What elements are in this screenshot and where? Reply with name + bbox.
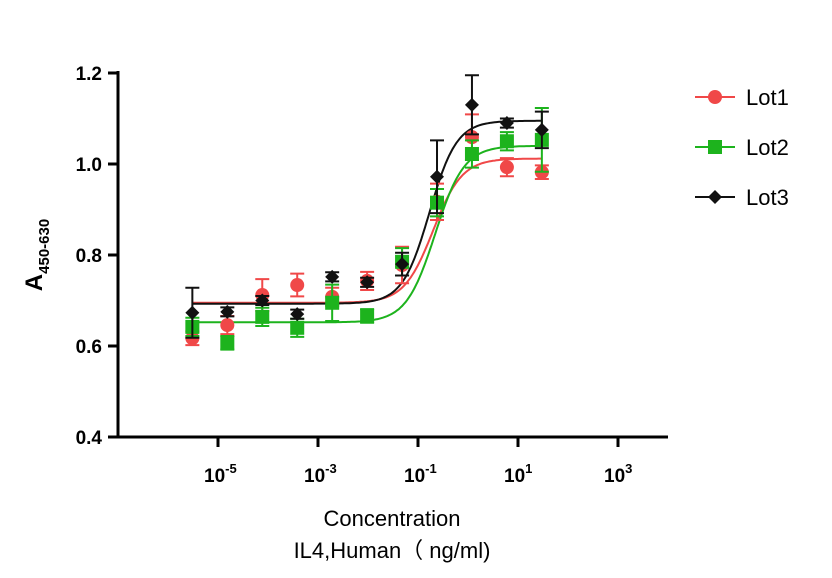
data-point	[255, 309, 270, 324]
y-tick-label: 0.4	[76, 428, 103, 449]
axes: 0.4 0.6 0.8 1.0 1.2 10-5 10-3 10-1 101 103	[76, 64, 668, 487]
x-tick-exponent: 1	[525, 461, 532, 476]
series-lot3	[185, 74, 549, 339]
y-tick-label: 1.2	[76, 64, 102, 85]
fit-curve-lot2	[192, 144, 542, 324]
y-axis-label-sub: 450-630	[36, 219, 53, 274]
data-point	[220, 318, 235, 333]
x-tick-label: 10-5	[204, 461, 237, 487]
y-tick-label: 0.8	[76, 246, 102, 267]
series-lot2	[185, 107, 549, 351]
legend-marker-diamond	[708, 190, 722, 204]
data-point	[430, 169, 445, 184]
data-point	[290, 278, 305, 293]
data-point	[395, 257, 410, 272]
y-tick-label: 1.0	[76, 155, 102, 176]
data-point	[325, 269, 340, 284]
data-point	[360, 308, 375, 323]
data-point	[220, 335, 235, 350]
fit-curves	[192, 119, 542, 324]
y-axis-label-main: A	[21, 274, 48, 291]
data-point	[534, 122, 549, 137]
data-point	[464, 146, 479, 161]
legend: Lot1 Lot2 Lot3	[695, 85, 789, 210]
legend-label: Lot1	[746, 85, 789, 110]
legend-label: Lot2	[746, 135, 789, 160]
x-tick-label: 10-3	[304, 461, 337, 487]
data-point	[499, 160, 514, 175]
fit-curve-lot3	[192, 119, 542, 305]
data-point	[360, 275, 375, 290]
legend-marker-circle	[708, 90, 722, 104]
data-point	[325, 295, 340, 310]
x-tick-label: 101	[504, 461, 532, 487]
x-tick-label: 10-1	[404, 461, 437, 487]
data-point	[499, 116, 514, 131]
x-tick-exponent: -5	[225, 461, 237, 476]
x-tick-label: 103	[604, 461, 632, 487]
data-point	[220, 304, 235, 319]
x-axis-label: Concentration	[324, 506, 461, 531]
data-point	[464, 97, 479, 112]
legend-marker-square	[708, 140, 722, 154]
legend-label: Lot3	[746, 185, 789, 210]
data-points	[185, 74, 549, 351]
y-tick-label: 0.6	[76, 337, 102, 358]
x-tick-exponent: -3	[325, 461, 337, 476]
data-point	[255, 293, 270, 308]
data-point	[185, 305, 200, 320]
data-point	[499, 134, 514, 149]
data-point	[290, 307, 305, 322]
x-axis-label-units: IL4,Human（ ng/ml)	[294, 538, 491, 563]
data-point	[290, 320, 305, 335]
x-tick-exponent: -1	[425, 461, 437, 476]
x-tick-exponent: 3	[625, 461, 632, 476]
y-axis-label: A450-630	[21, 219, 53, 291]
